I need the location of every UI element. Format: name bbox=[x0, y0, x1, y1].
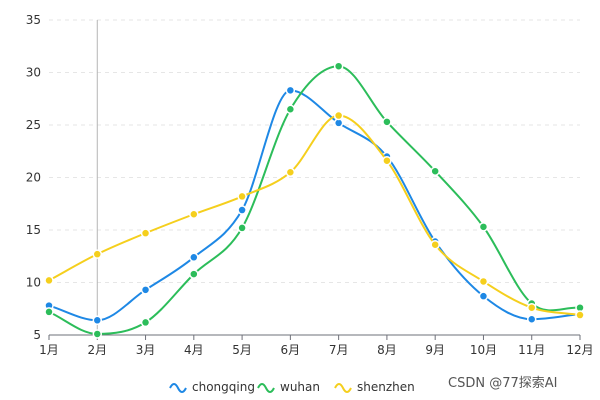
x-tick-label: 8月 bbox=[377, 343, 397, 357]
y-tick-label: 30 bbox=[26, 66, 41, 80]
data-point-wuhan bbox=[430, 166, 440, 176]
x-tick-label: 10月 bbox=[470, 343, 497, 357]
data-point-wuhan bbox=[333, 61, 344, 71]
x-axis: 1月 2月 3月 4月 5月 6月 7月 8月 9月 10月 11月 12月 bbox=[39, 334, 594, 357]
data-point-wuhan bbox=[478, 222, 489, 232]
x-tick-label: 4月 bbox=[184, 343, 204, 357]
grid-lines bbox=[49, 19, 580, 283]
y-tick-label: 20 bbox=[26, 171, 41, 185]
y-axis: 5 10 15 20 25 30 35 bbox=[26, 13, 41, 342]
series-group bbox=[44, 61, 585, 339]
data-point-wuhan bbox=[44, 307, 54, 317]
series-chongqing bbox=[44, 85, 585, 326]
x-tick-label: 11月 bbox=[518, 343, 545, 357]
x-tick-label: 1月 bbox=[39, 343, 59, 357]
data-point-chongqing bbox=[526, 314, 537, 324]
data-point-chongqing bbox=[140, 285, 151, 295]
data-point-wuhan bbox=[140, 317, 151, 328]
data-point-shenzhen bbox=[237, 191, 247, 202]
y-tick-label: 25 bbox=[26, 118, 41, 132]
data-point-chongqing bbox=[189, 252, 199, 263]
data-point-chongqing bbox=[237, 205, 247, 215]
data-point-shenzhen bbox=[526, 302, 537, 313]
x-tick-label: 7月 bbox=[329, 343, 349, 357]
data-point-shenzhen bbox=[382, 155, 392, 166]
data-point-shenzhen bbox=[92, 249, 103, 259]
data-point-wuhan bbox=[237, 223, 247, 233]
x-tick-label: 3月 bbox=[136, 343, 156, 357]
x-tick-label: 12月 bbox=[566, 343, 593, 357]
y-tick-label: 35 bbox=[26, 13, 41, 27]
x-tick-label: 6月 bbox=[281, 343, 301, 357]
data-point-shenzhen bbox=[285, 167, 296, 177]
data-point-wuhan bbox=[285, 104, 296, 114]
data-point-shenzhen bbox=[430, 239, 440, 250]
data-point-shenzhen bbox=[575, 310, 585, 320]
series-shenzhen bbox=[44, 110, 585, 320]
legend-label: chongqing bbox=[192, 380, 255, 394]
data-point-shenzhen bbox=[478, 276, 489, 287]
x-tick-label: 9月 bbox=[425, 343, 445, 357]
legend-icon bbox=[257, 383, 275, 393]
data-point-wuhan bbox=[92, 329, 103, 339]
x-tick-label: 5月 bbox=[232, 343, 252, 357]
legend-item-chongqing[interactable]: chongqing bbox=[169, 380, 255, 394]
legend-item-shenzhen[interactable]: shenzhen bbox=[334, 380, 415, 394]
y-tick-label: 10 bbox=[26, 276, 41, 290]
legend-label: wuhan bbox=[280, 380, 320, 394]
data-point-chongqing bbox=[285, 85, 296, 96]
legend-icon bbox=[334, 383, 352, 393]
series-line-shenzhen bbox=[48, 114, 581, 317]
legend-label: shenzhen bbox=[357, 380, 415, 394]
data-point-chongqing bbox=[92, 315, 103, 326]
data-point-wuhan bbox=[189, 269, 199, 279]
data-point-shenzhen bbox=[333, 110, 344, 121]
y-tick-label: 5 bbox=[33, 328, 41, 342]
legend-item-wuhan[interactable]: wuhan bbox=[257, 380, 320, 394]
y-tick-label: 15 bbox=[26, 223, 41, 237]
watermark: CSDN @77探索AI bbox=[448, 376, 558, 391]
legend-icon bbox=[169, 383, 187, 393]
data-point-wuhan bbox=[382, 117, 392, 127]
legend: chongqing wuhan shenzhen bbox=[169, 380, 415, 394]
data-point-shenzhen bbox=[140, 228, 151, 238]
data-point-shenzhen bbox=[189, 209, 199, 219]
series-line-wuhan bbox=[48, 65, 581, 335]
x-tick-label: 2月 bbox=[87, 343, 107, 357]
data-point-shenzhen bbox=[44, 275, 54, 286]
series-wuhan bbox=[44, 61, 585, 339]
data-point-chongqing bbox=[478, 291, 489, 301]
